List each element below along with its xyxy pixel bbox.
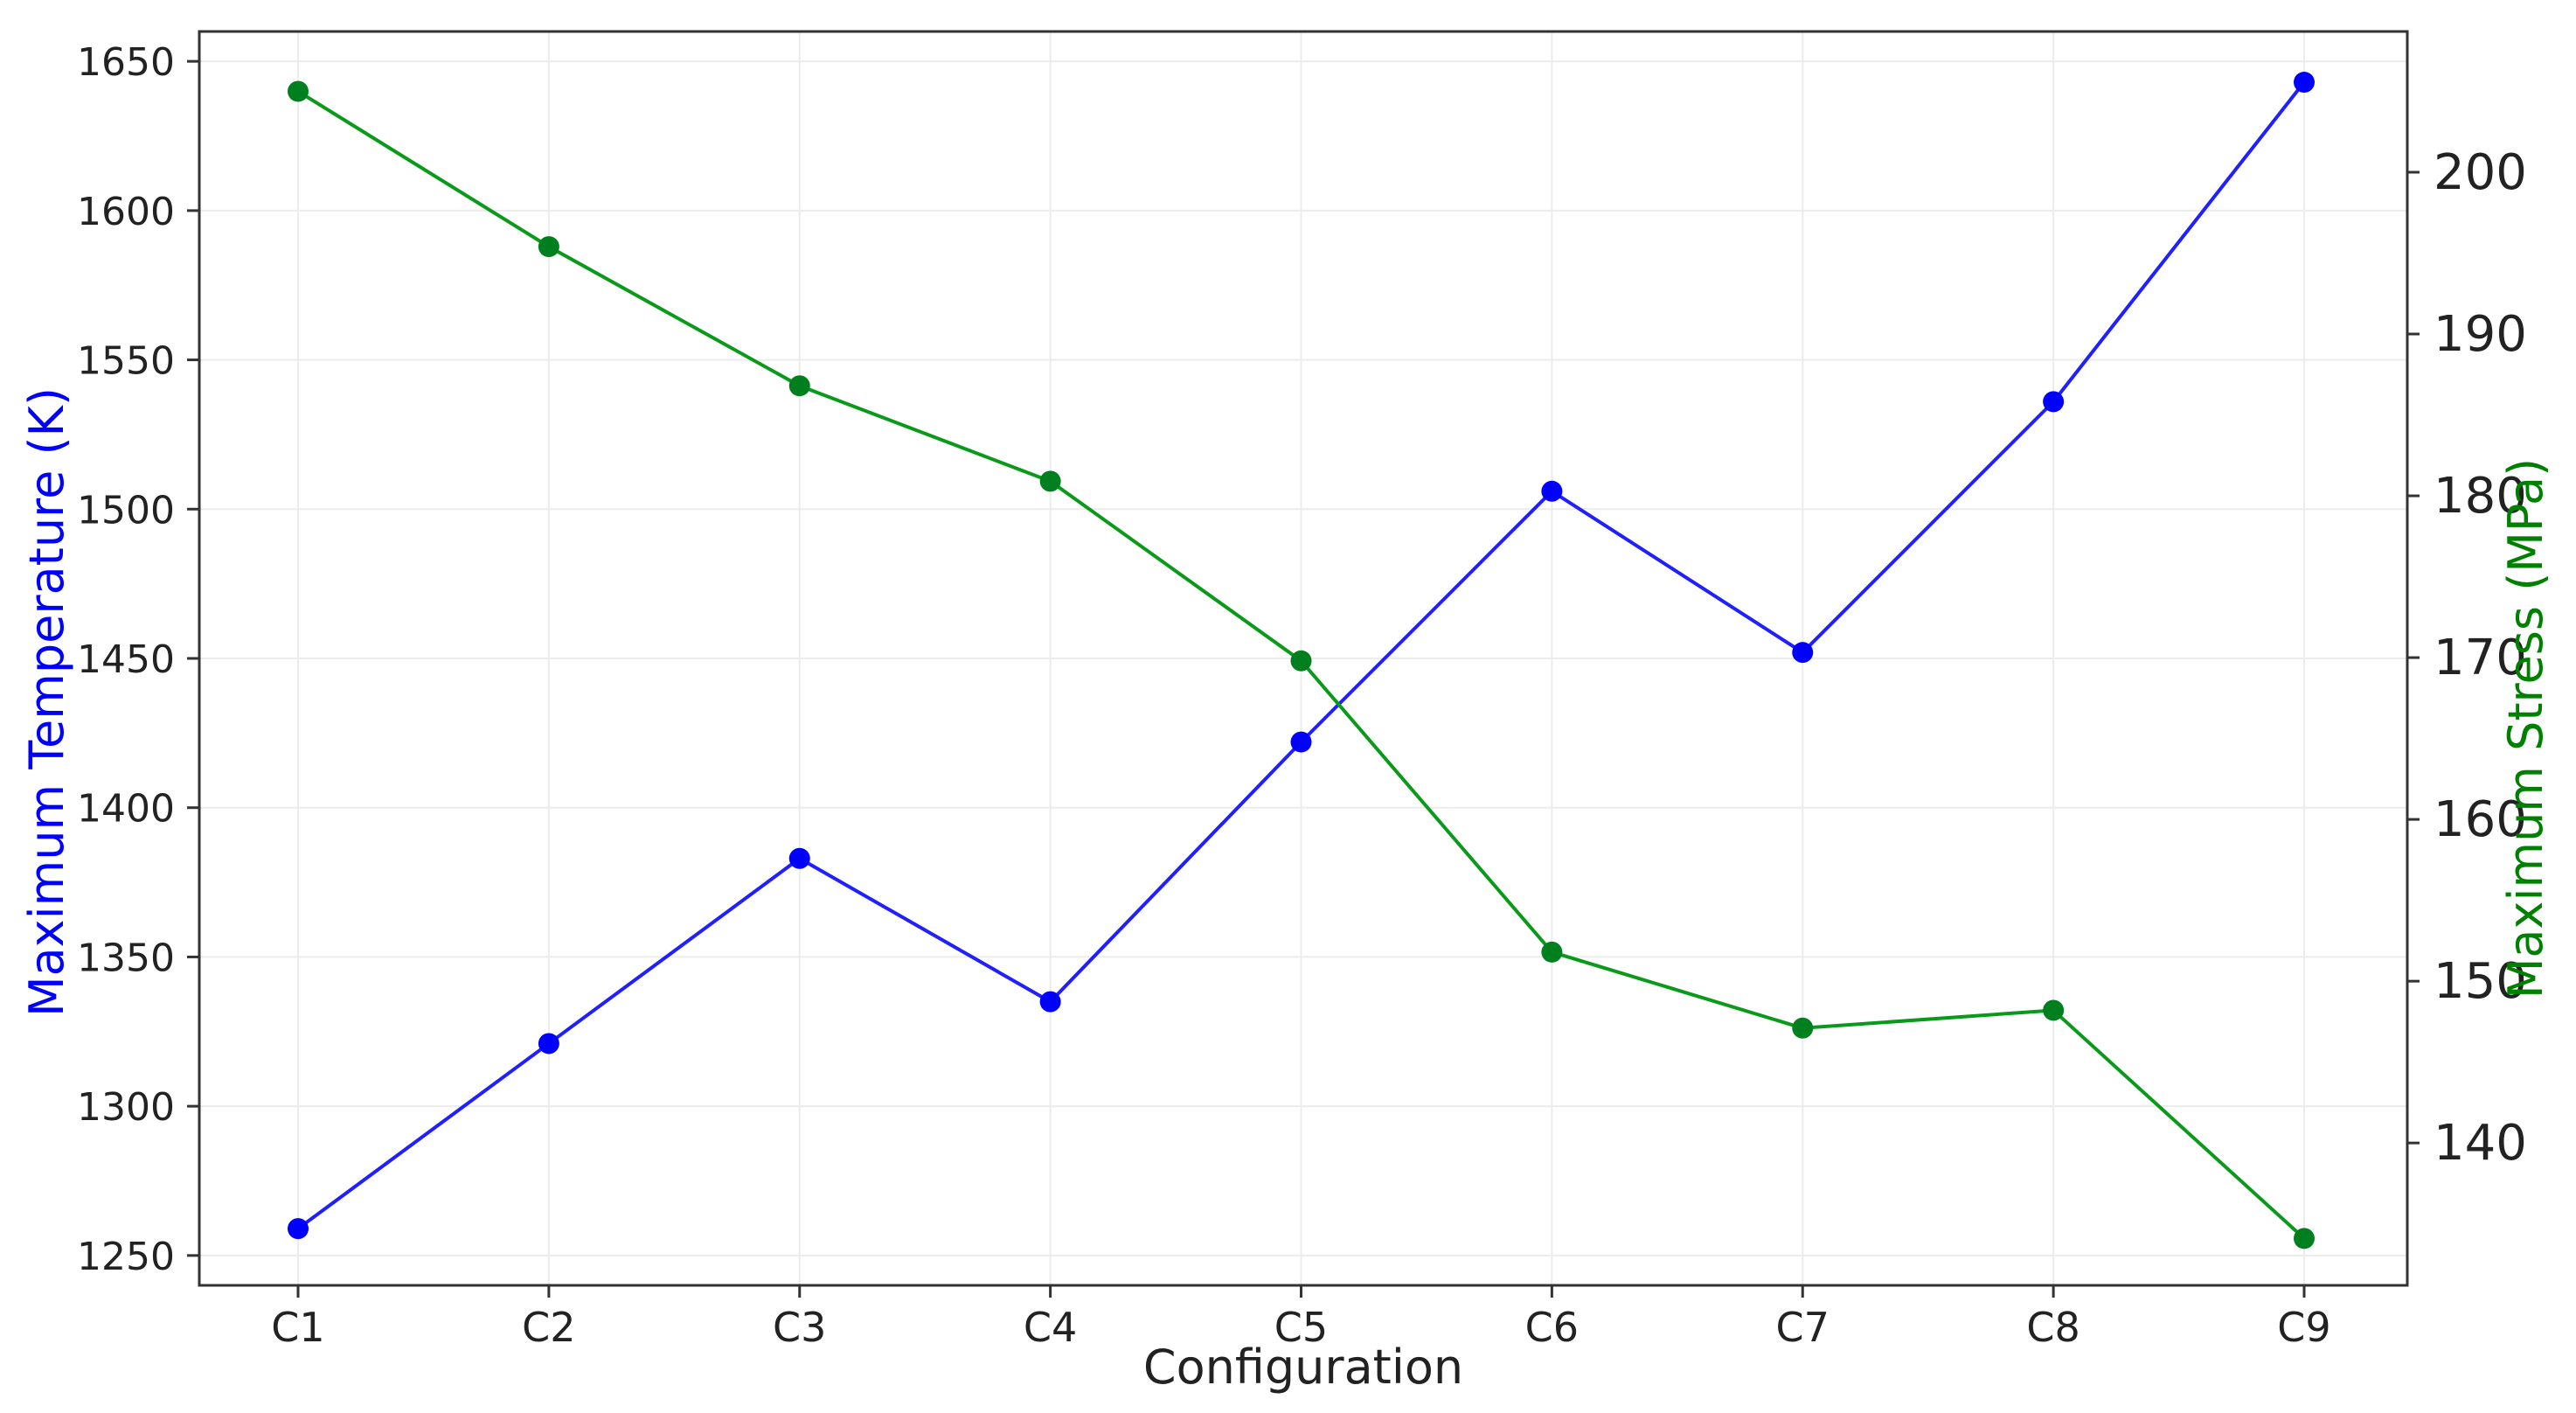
temperature-data-point: [2043, 391, 2065, 413]
x-axis-label: Configuration: [1143, 1340, 1463, 1395]
right-y-tick-label: 160: [2434, 791, 2527, 848]
right-y-tick-label: 170: [2434, 630, 2527, 686]
stress-data-point: [2294, 1228, 2315, 1249]
x-tick-label: C7: [1776, 1304, 1830, 1351]
x-tick-label: C1: [271, 1304, 324, 1351]
stress-data-point: [1039, 470, 1061, 492]
temperature-data-point: [788, 847, 810, 869]
x-tick-label: C2: [522, 1304, 575, 1351]
temperature-data-point: [288, 1218, 309, 1240]
left-y-tick-label: 1400: [77, 787, 175, 832]
x-tick-label: C5: [1274, 1304, 1328, 1351]
stress-data-point: [2043, 999, 2065, 1021]
stress-data-point: [1792, 1017, 1814, 1039]
right-y-tick-label: 140: [2434, 1115, 2527, 1172]
stress-data-point: [788, 375, 810, 397]
x-tick-label: C4: [1024, 1304, 1077, 1351]
stress-data-point: [1290, 650, 1312, 672]
stress-data-point: [1541, 941, 1563, 963]
axes: C1 C2 C3 C4 C5 C6 C7 C8 C9 1250 1300 1350 1400 1450 15…: [77, 40, 2527, 1351]
temperature-data-point: [1541, 480, 1563, 502]
x-tick-label: C3: [773, 1304, 826, 1351]
left-y-tick-label: 1250: [77, 1235, 175, 1279]
right-y-tick-label: 150: [2434, 953, 2527, 1010]
temperature-data-point: [1792, 642, 1814, 664]
right-y-tick-label: 180: [2434, 468, 2527, 525]
left-y-tick-label: 1450: [77, 637, 175, 682]
stress-data-point: [288, 80, 309, 102]
temperature-data-point: [1039, 991, 1061, 1013]
x-tick-label: C6: [1525, 1304, 1579, 1351]
right-y-tick-label: 190: [2434, 306, 2527, 363]
right-y-tick-label: 200: [2434, 144, 2527, 201]
left-y-tick-label: 1600: [77, 190, 175, 234]
temperature-data-point: [1290, 731, 1312, 753]
left-y-tick-label: 1550: [77, 339, 175, 384]
temperature-data-point: [2294, 72, 2315, 94]
x-tick-label: C8: [2026, 1304, 2080, 1351]
left-y-tick-label: 1350: [77, 936, 175, 980]
x-tick-label: C9: [2277, 1304, 2330, 1351]
temperature-data-point: [538, 1033, 559, 1055]
left-y-tick-label: 1300: [77, 1085, 175, 1130]
right-y-axis-label: Maximum Stress (MPa): [2498, 458, 2553, 999]
data-series: [288, 72, 2315, 1249]
left-y-axis-label: Maximum Temperature (K): [19, 387, 74, 1017]
stress-data-point: [538, 236, 559, 258]
left-y-tick-label: 1650: [77, 40, 175, 85]
left-y-tick-label: 1500: [77, 488, 175, 532]
